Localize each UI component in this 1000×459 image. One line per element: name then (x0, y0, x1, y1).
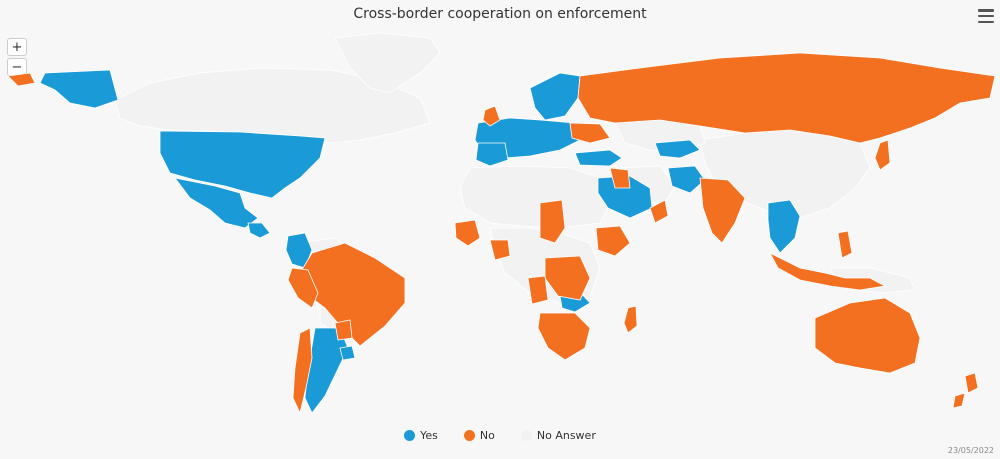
world-map[interactable] (0, 28, 1000, 423)
menu-line (978, 14, 994, 18)
country-new-zealand[interactable] (952, 372, 979, 409)
country-southern-africa[interactable] (537, 312, 591, 361)
country-chukotka[interactable] (7, 72, 36, 87)
country-united-kingdom[interactable] (482, 105, 501, 127)
country-alaska[interactable] (39, 69, 119, 109)
country-russia[interactable] (577, 52, 996, 144)
country-ukraine[interactable] (569, 122, 611, 144)
legend-label-no: No (479, 429, 495, 442)
country-west-africa[interactable] (454, 219, 511, 261)
country-argentina[interactable] (304, 327, 349, 414)
zoom-in-button[interactable]: + (7, 38, 27, 56)
legend-label-yes: Yes (420, 429, 438, 442)
legend-dot-no (463, 430, 475, 441)
country-caucasus[interactable] (654, 139, 701, 159)
country-saudi-arabia[interactable] (597, 175, 653, 219)
country-turkey[interactable] (574, 149, 623, 167)
country-united-states[interactable] (159, 130, 326, 199)
map-title: Cross-border cooperation on enforcement (353, 6, 647, 22)
country-japan[interactable] (874, 139, 891, 171)
legend-dot-yes (404, 430, 416, 441)
legend-item-no[interactable]: No (463, 429, 495, 442)
zoom-out-button[interactable]: − (7, 58, 27, 76)
legend-label-no-answer: No Answer (536, 429, 596, 442)
country-scandinavia[interactable] (529, 72, 581, 121)
country-india[interactable] (699, 177, 746, 244)
country-greenland[interactable] (334, 32, 441, 94)
map-legend: Yes No No Answer (0, 429, 1000, 442)
country-angola[interactable] (527, 275, 549, 305)
country-paraguay[interactable] (334, 319, 353, 341)
legend-dot-no-answer (520, 430, 532, 441)
legend-item-yes[interactable]: Yes (404, 429, 438, 442)
country-philippines[interactable] (837, 230, 853, 259)
yes-regions (39, 69, 801, 414)
country-australia[interactable] (814, 297, 921, 374)
country-canada[interactable] (114, 67, 431, 144)
menu-line (978, 20, 994, 23)
country-chile[interactable] (292, 327, 313, 415)
hamburger-menu-icon[interactable] (978, 9, 994, 23)
country-ethiopia[interactable] (595, 225, 631, 257)
country-madagascar[interactable] (623, 305, 638, 334)
country-indonesia[interactable] (769, 252, 887, 291)
country-north-africa[interactable] (459, 165, 611, 229)
country-chad[interactable] (539, 199, 566, 244)
footer-date: 23/05/2022 (947, 446, 994, 455)
country-central-america[interactable] (247, 222, 271, 239)
country-uruguay[interactable] (339, 345, 356, 361)
legend-item-no-answer[interactable]: No Answer (520, 429, 596, 442)
menu-line (978, 9, 994, 12)
country-oman[interactable] (649, 199, 669, 224)
country-peru[interactable] (287, 267, 319, 309)
country-egypt[interactable] (609, 167, 631, 189)
country-pakistan[interactable] (667, 165, 706, 194)
country-iberia[interactable] (475, 142, 509, 167)
no-regions (7, 52, 996, 415)
country-indochina[interactable] (767, 199, 801, 254)
